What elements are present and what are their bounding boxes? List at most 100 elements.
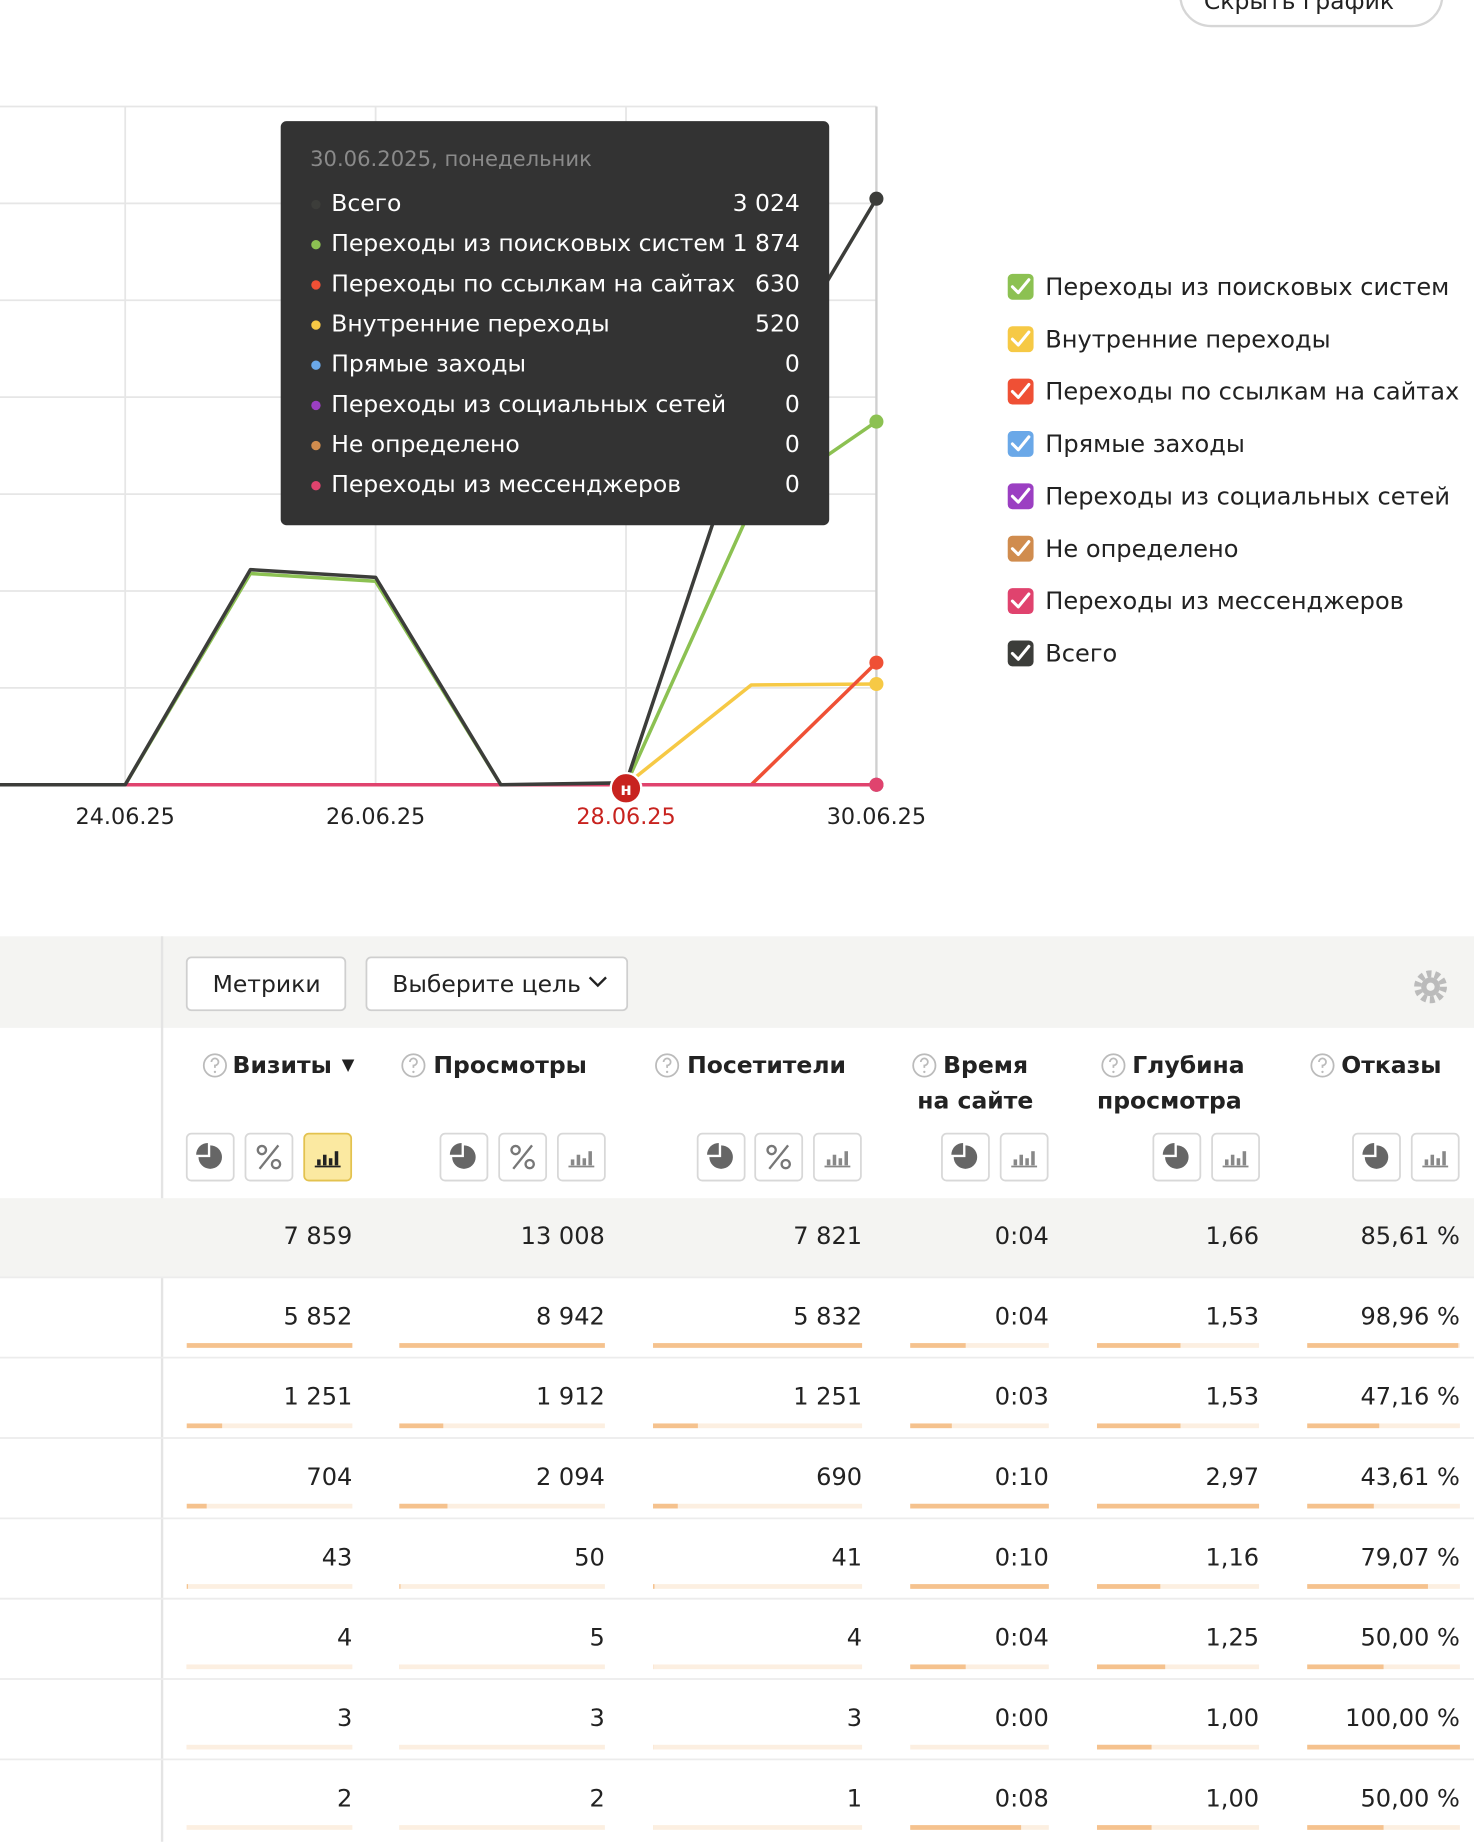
bars-icon	[1236, 1158, 1241, 1166]
cell-bar	[1096, 1664, 1166, 1670]
cell-value: 5 832	[793, 1302, 862, 1330]
legend-label[interactable]: Внутренние переходы	[1045, 325, 1330, 353]
tooltip-name: Переходы из социальных сетей	[331, 390, 726, 418]
tooltip	[280, 121, 830, 526]
bars-icon	[588, 1151, 592, 1166]
holiday-marker-label: н	[620, 780, 631, 799]
hide-chart-button[interactable]	[1179, 0, 1444, 28]
cell-value: 2,97	[1205, 1463, 1259, 1491]
bars-icon	[570, 1159, 575, 1166]
cell-bar	[1096, 1343, 1181, 1348]
help-icon-dot	[1321, 1070, 1324, 1074]
column-header[interactable]: на сайте	[917, 1086, 1033, 1114]
cell-value: 4	[847, 1624, 862, 1652]
column-header[interactable]: Отказы	[1341, 1051, 1441, 1079]
cell-bar-track	[653, 1423, 863, 1429]
pie-icon	[709, 1145, 733, 1169]
legend-label[interactable]: Переходы из социальных сетей	[1045, 482, 1450, 510]
column-header[interactable]: Посетители	[687, 1051, 846, 1079]
cell-bar-track	[1307, 1503, 1460, 1509]
series-end-dot	[869, 414, 884, 429]
cell-value: 1,53	[1205, 1302, 1259, 1330]
cell-bar	[1307, 1664, 1384, 1670]
cell-bar	[186, 1503, 207, 1509]
column-header[interactable]: Просмотры	[433, 1051, 587, 1079]
bars-icon	[844, 1151, 848, 1166]
hide-chart-label[interactable]: Скрыть график	[1204, 0, 1394, 15]
help-icon-dot	[923, 1070, 926, 1074]
legend-label[interactable]: Всего	[1045, 640, 1117, 668]
view-toggle[interactable]	[303, 1132, 353, 1182]
bars-icon	[1025, 1158, 1029, 1166]
legend-label[interactable]: Переходы из поисковых систем	[1045, 273, 1449, 301]
cell-value: 690	[816, 1463, 862, 1491]
column-header[interactable]: Глубина	[1132, 1051, 1244, 1079]
cell-value: 0:04	[995, 1222, 1049, 1250]
tooltip-bullet	[311, 199, 321, 210]
cell-bar	[1096, 1503, 1260, 1509]
dropdown-chevron	[588, 976, 607, 988]
help-icon-glyph	[1318, 1057, 1327, 1068]
cell-bar-track	[1096, 1664, 1260, 1670]
x-tick-label: 26.06.25	[326, 804, 425, 830]
percent-icon	[780, 1158, 792, 1170]
bars-icon	[826, 1159, 831, 1166]
legend-label[interactable]: Не определено	[1045, 535, 1238, 563]
cell-bar	[186, 1343, 353, 1348]
holiday-marker[interactable]	[609, 771, 643, 805]
help-icon[interactable]	[202, 1053, 227, 1078]
toolbar-button-label[interactable]: Метрики	[213, 970, 321, 998]
column-header[interactable]: Время	[943, 1051, 1028, 1079]
pie-icon	[953, 1145, 978, 1169]
legend-label[interactable]: Переходы из мессенджеров	[1045, 587, 1404, 615]
cell-bar	[1307, 1423, 1380, 1429]
bars-icon	[1442, 1151, 1446, 1166]
help-icon-glyph	[1109, 1057, 1118, 1068]
view-toggle[interactable]	[557, 1132, 606, 1182]
tooltip-value: 630	[755, 269, 800, 297]
cell-value: 704	[306, 1463, 352, 1491]
tooltip-bullet	[311, 440, 321, 451]
cell-bar-track	[399, 1664, 605, 1670]
toolbar-button-label[interactable]: Выберите цель	[392, 970, 581, 998]
cell-bar-track	[1096, 1744, 1260, 1750]
help-icon-glyph	[919, 1057, 929, 1068]
view-toggle[interactable]	[1211, 1132, 1260, 1182]
cell-value: 1,66	[1205, 1222, 1259, 1250]
legend-check	[1010, 435, 1031, 452]
view-toggle[interactable]	[813, 1132, 862, 1182]
cell-bar	[1307, 1744, 1460, 1750]
sort-indicator[interactable]: ▼	[342, 1055, 355, 1074]
cell-bar-track	[399, 1584, 605, 1589]
cell-bar	[1307, 1503, 1374, 1509]
legend-label[interactable]: Переходы по ссылкам на сайтах	[1045, 378, 1459, 406]
cell-value: 5	[590, 1624, 605, 1652]
help-icon[interactable]	[655, 1053, 680, 1078]
cell-value: 1 251	[283, 1383, 352, 1411]
column-header[interactable]: просмотра	[1097, 1086, 1242, 1114]
bars-icon	[334, 1151, 339, 1166]
settings-gear[interactable]	[1414, 970, 1447, 1004]
tooltip-value: 3 024	[733, 189, 800, 217]
tooltip-value: 0	[785, 350, 800, 378]
toolbar-button[interactable]	[185, 956, 347, 1012]
cell-bar	[653, 1423, 698, 1429]
pie-icon-slice	[196, 1142, 208, 1155]
help-icon[interactable]	[912, 1053, 937, 1078]
pie-icon	[1165, 1145, 1189, 1169]
tooltip-bullet	[311, 320, 321, 330]
column-header[interactable]: Визиты	[233, 1051, 332, 1079]
help-icon[interactable]	[1101, 1053, 1126, 1078]
tooltip-bullet	[311, 481, 321, 491]
cell-bar-track	[910, 1343, 1049, 1348]
toolbar-button[interactable]	[365, 956, 629, 1012]
percent-icon	[512, 1144, 533, 1170]
series-end-dot	[869, 676, 884, 692]
cell-value: 1	[847, 1784, 862, 1812]
cell-bar	[910, 1343, 966, 1348]
help-icon[interactable]	[401, 1053, 426, 1078]
view-toggle[interactable]	[999, 1132, 1049, 1182]
legend-label[interactable]: Прямые заходы	[1045, 430, 1245, 458]
help-icon[interactable]	[1310, 1053, 1335, 1078]
view-toggle[interactable]	[1410, 1132, 1460, 1182]
